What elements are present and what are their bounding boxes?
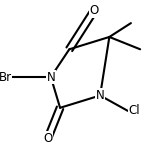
Text: Cl: Cl — [128, 104, 140, 117]
Text: O: O — [43, 132, 52, 145]
Text: N: N — [46, 71, 55, 83]
Text: O: O — [89, 4, 99, 17]
Text: Br: Br — [0, 71, 12, 83]
Text: N: N — [96, 89, 104, 102]
